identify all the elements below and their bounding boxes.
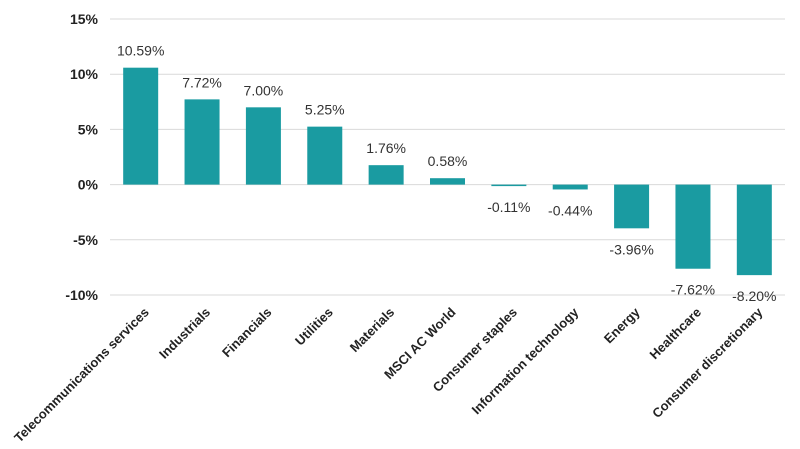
data-label: 10.59% [117, 43, 164, 59]
category-label: Consumer discretionary [649, 304, 766, 421]
bar [368, 165, 404, 185]
bar [736, 184, 772, 276]
category-label: Utilities [292, 305, 336, 349]
y-tick-label: -5% [73, 232, 98, 248]
bar [491, 184, 527, 187]
data-label: -0.44% [548, 202, 592, 218]
data-label: 7.72% [182, 74, 222, 90]
y-tick-label: 15% [70, 11, 99, 27]
category-label: Information technology [469, 304, 582, 417]
category-label: Industrials [156, 305, 213, 362]
bars [123, 67, 772, 276]
data-labels: 10.59% 7.72% 7.00% 5.25% 1.76% 0.58% -0.11% -0.… [117, 43, 777, 304]
data-label: 7.00% [244, 82, 284, 98]
data-label: 0.58% [428, 153, 468, 169]
data-label: -3.96% [609, 241, 653, 257]
bar [307, 126, 343, 185]
data-label: -7.62% [671, 282, 715, 298]
bar [430, 178, 465, 185]
gridlines [110, 18, 785, 296]
category-label: Telecommunications services [11, 305, 152, 446]
bar [184, 99, 220, 185]
category-label: Financials [219, 305, 275, 361]
y-tick-label: -10% [65, 287, 98, 303]
y-tick-label: 0% [78, 177, 99, 193]
bar [552, 184, 588, 190]
data-label: -0.11% [487, 199, 530, 215]
category-labels: Telecommunications services Industrials Fi… [11, 304, 766, 445]
y-axis-tick-labels: 15% 10% 5% 0% -5% -10% [65, 11, 98, 303]
category-label: Healthcare [646, 305, 704, 363]
bar [614, 184, 650, 229]
data-label: 1.76% [366, 140, 406, 156]
bar [123, 67, 159, 185]
y-tick-label: 5% [78, 121, 99, 137]
bar [245, 107, 281, 185]
data-label: 5.25% [305, 102, 345, 118]
y-tick-label: 10% [70, 66, 99, 82]
category-label: Energy [601, 304, 643, 346]
data-label: -8.20% [732, 288, 776, 304]
category-label: Materials [347, 305, 397, 355]
bar [675, 184, 711, 269]
